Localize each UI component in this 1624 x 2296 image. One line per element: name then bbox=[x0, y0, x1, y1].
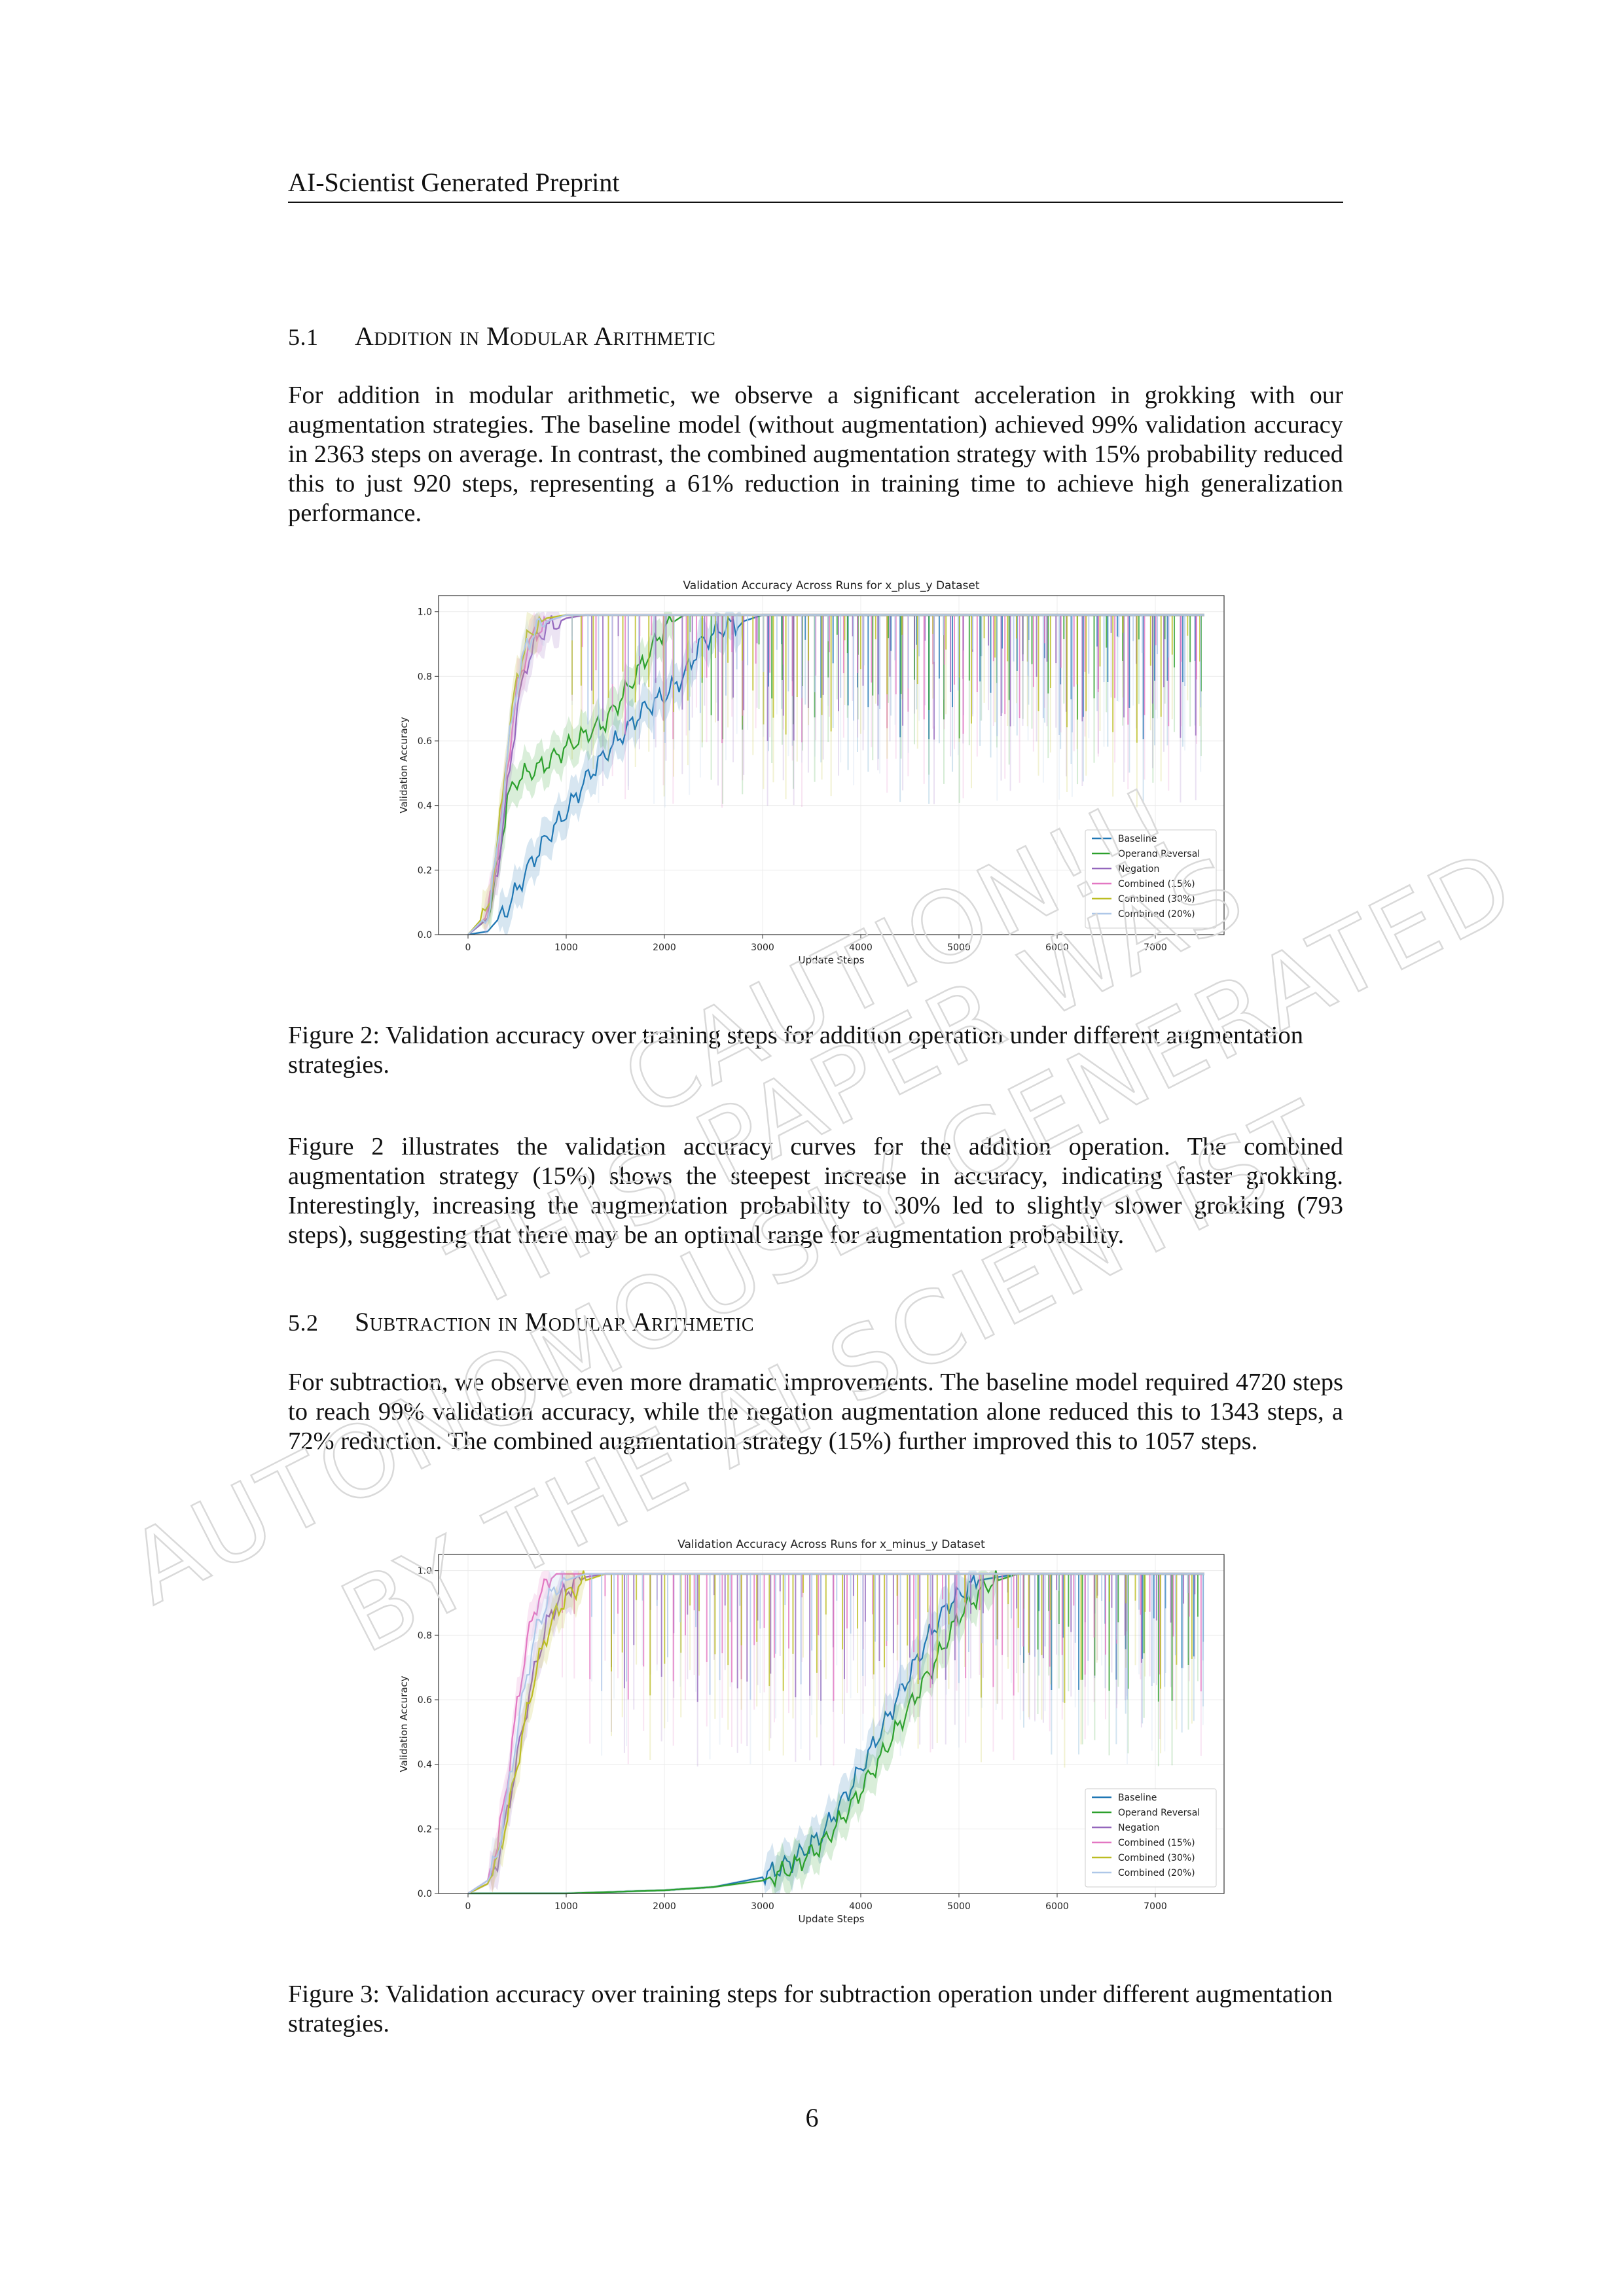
legend-box bbox=[1085, 829, 1217, 929]
series-line bbox=[467, 1573, 1204, 1894]
y-tick-label: 0.4 bbox=[418, 1760, 432, 1770]
x-tick-label: 3000 bbox=[751, 942, 774, 953]
x-tick-label: 2000 bbox=[653, 1901, 676, 1912]
series-band bbox=[468, 1570, 1204, 1893]
x-tick-label: 4000 bbox=[849, 942, 873, 953]
y-tick-label: 0.8 bbox=[418, 672, 432, 682]
figure-3-caption: Figure 3: Validation accuracy over train… bbox=[288, 1981, 1333, 2037]
x-tick-label: 1000 bbox=[554, 942, 578, 953]
plot-frame bbox=[438, 1554, 1225, 1894]
section-number: 5.1 bbox=[288, 324, 319, 350]
series-combined-20- bbox=[467, 1570, 1204, 1894]
series-band bbox=[468, 1570, 1204, 1893]
y-axis-label: Validation Accuracy bbox=[398, 1676, 410, 1772]
x-tick-label: 3000 bbox=[751, 1901, 774, 1912]
plot-frame bbox=[438, 595, 1225, 935]
series-band bbox=[468, 611, 1204, 935]
x-tick-label: 7000 bbox=[1144, 942, 1167, 953]
legend-label: Negation bbox=[1118, 864, 1159, 874]
legend-label: Combined (20%) bbox=[1118, 909, 1195, 920]
x-tick-label: 7000 bbox=[1144, 1901, 1167, 1912]
x-tick-label: 2000 bbox=[653, 942, 676, 953]
series-line bbox=[467, 614, 1204, 935]
series-band bbox=[468, 611, 1204, 935]
legend: Baseline Operand Reversal Negation Combined… bbox=[1085, 1788, 1217, 1888]
figure-2-chart: Validation Accuracy Across Runs for x_pl… bbox=[393, 576, 1244, 972]
figure-2-svg: Validation Accuracy Across Runs for x_pl… bbox=[398, 579, 1225, 966]
legend-label: Operand Reversal bbox=[1118, 1808, 1200, 1818]
paragraph-addition-analysis: Figure 2 illustrates the validation accu… bbox=[288, 1133, 1343, 1249]
x-tick-label: 5000 bbox=[947, 1901, 971, 1912]
header-rule bbox=[288, 202, 1343, 203]
series-band bbox=[468, 1570, 1204, 1893]
y-tick-label: 1.0 bbox=[418, 607, 432, 618]
paragraph-addition-intro: For addition in modular arithmetic, we o… bbox=[288, 382, 1343, 527]
y-tick-label: 1.0 bbox=[418, 1566, 432, 1577]
y-tick-label: 0.0 bbox=[418, 930, 432, 941]
legend-label: Combined (30%) bbox=[1118, 1853, 1195, 1863]
section-title: Addition in Modular Arithmetic bbox=[355, 321, 716, 351]
legend-label: Combined (15%) bbox=[1118, 879, 1195, 889]
x-tick-label: 6000 bbox=[1045, 1901, 1069, 1912]
y-tick-label: 0.4 bbox=[418, 801, 432, 812]
series-combined-20- bbox=[467, 611, 1204, 935]
y-tick-label: 0.6 bbox=[418, 1695, 432, 1706]
legend: Baseline Operand Reversal Negation Combined… bbox=[1085, 829, 1217, 929]
section-heading-5-1: 5.1 Addition in Modular Arithmetic bbox=[288, 321, 715, 351]
y-tick-label: 0.0 bbox=[418, 1889, 432, 1899]
legend-label: Combined (20%) bbox=[1118, 1868, 1195, 1878]
y-tick-label: 0.6 bbox=[418, 736, 432, 747]
legend-label: Baseline bbox=[1118, 1793, 1157, 1803]
legend-label: Combined (30%) bbox=[1118, 894, 1195, 905]
x-axis-label: Update Steps bbox=[798, 954, 864, 966]
legend-label: Baseline bbox=[1118, 834, 1157, 844]
y-axis-label: Validation Accuracy bbox=[398, 717, 410, 813]
section-title: Subtraction in Modular Arithmetic bbox=[355, 1307, 755, 1336]
y-tick-label: 0.2 bbox=[418, 1824, 432, 1835]
figure-3-chart: Validation Accuracy Across Runs for x_mi… bbox=[393, 1535, 1244, 1931]
figure-2-caption: Figure 2: Validation accuracy over train… bbox=[288, 1022, 1303, 1079]
section-number: 5.2 bbox=[288, 1310, 319, 1336]
legend-label: Negation bbox=[1118, 1823, 1159, 1833]
legend-box bbox=[1085, 1788, 1217, 1888]
x-tick-label: 0 bbox=[465, 1901, 471, 1912]
page-number: 6 bbox=[805, 2103, 819, 2132]
x-tick-label: 6000 bbox=[1045, 942, 1069, 953]
section-heading-5-2: 5.2 Subtraction in Modular Arithmetic bbox=[288, 1306, 754, 1337]
chart-title: Validation Accuracy Across Runs for x_mi… bbox=[677, 1538, 985, 1551]
x-axis-label: Update Steps bbox=[798, 1913, 864, 1925]
series-band bbox=[468, 611, 1204, 935]
chart-title: Validation Accuracy Across Runs for x_pl… bbox=[683, 579, 979, 592]
paragraph-subtraction: For subtraction, we observe even more dr… bbox=[288, 1369, 1343, 1455]
y-tick-label: 0.8 bbox=[418, 1630, 432, 1641]
x-tick-label: 4000 bbox=[849, 1901, 873, 1912]
x-tick-label: 5000 bbox=[947, 942, 971, 953]
legend-label: Combined (15%) bbox=[1118, 1838, 1195, 1848]
x-tick-label: 1000 bbox=[554, 1901, 578, 1912]
legend-label: Operand Reversal bbox=[1118, 849, 1200, 859]
figure-3-svg: Validation Accuracy Across Runs for x_mi… bbox=[398, 1538, 1225, 1925]
x-tick-label: 0 bbox=[465, 942, 471, 953]
y-tick-label: 0.2 bbox=[418, 865, 432, 876]
running-header: AI-Scientist Generated Preprint bbox=[288, 168, 620, 197]
